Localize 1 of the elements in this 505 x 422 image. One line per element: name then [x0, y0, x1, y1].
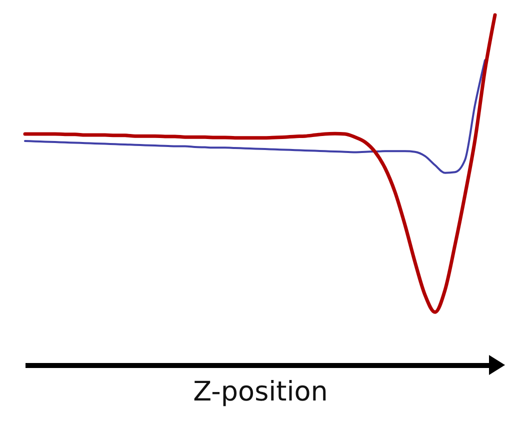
x-axis-title: Z-position — [193, 376, 328, 408]
